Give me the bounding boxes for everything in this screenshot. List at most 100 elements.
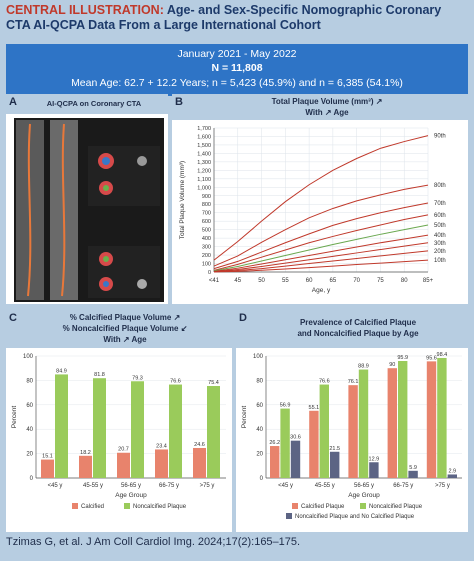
bar: [447, 474, 457, 478]
x-axis-title: Age Group: [115, 492, 147, 499]
banner-n: N = 11,808: [211, 62, 263, 74]
legend-label: Noncalcified Plaque: [133, 504, 187, 510]
legend-swatch: [360, 503, 366, 509]
x-tick-label: <45 y: [278, 483, 293, 489]
legend-label: Noncalcified Plaque and No Calcified Pla…: [295, 514, 415, 520]
data-label: 75.4: [208, 380, 219, 386]
x-tick-label: 45: [234, 278, 241, 284]
series-line-50th: [213, 224, 429, 272]
panel-a: A AI-QCPA on Coronary CTA: [6, 94, 168, 304]
panel-b-title-1: Total Plaque Volume (mm³) ↗: [271, 97, 383, 106]
series-line-20th: [213, 250, 429, 273]
data-label: 95.6: [426, 355, 437, 361]
ct-images: [14, 118, 164, 302]
series-label: 40th: [434, 233, 446, 239]
x-tick-label: 56-65 y: [121, 483, 141, 489]
bar: [117, 452, 130, 478]
y-tick-label: 800: [202, 202, 211, 208]
y-tick-label: 900: [202, 194, 211, 200]
bar: [398, 361, 408, 478]
series-label: 50th: [434, 223, 446, 229]
bar: [155, 449, 168, 478]
panel-c-label: C: [9, 312, 17, 324]
data-label: 84.9: [56, 368, 67, 374]
data-label: 26.2: [269, 440, 280, 446]
prevalence-chart: 0 20 40 60 80 100 26.2 56.9 30.6 <45 y 55.1 76.6 21.…: [241, 352, 462, 520]
data-label: 20.7: [118, 447, 129, 453]
x-tick-label: >75 y: [435, 483, 450, 489]
series-label: 70th: [434, 201, 446, 207]
legend-swatch: [292, 503, 298, 509]
bar: [290, 440, 301, 478]
data-label: 81.8: [94, 372, 105, 378]
y-tick-label: 1,600: [197, 134, 211, 140]
bar: [93, 378, 106, 478]
data-label: 15.1: [42, 454, 53, 460]
bar: [41, 459, 54, 478]
bar: [348, 385, 358, 478]
header-title-line2: CTA AI-QCPA Data From a Large Internatio…: [6, 18, 321, 32]
series-label: 30th: [434, 241, 446, 247]
legend-label: Calcified Plaque: [301, 504, 345, 510]
data-label: 12.9: [369, 456, 380, 462]
x-tick-label: 66-75 y: [393, 483, 413, 489]
data-label: 98.4: [437, 352, 448, 358]
data-label: 2.9: [448, 468, 456, 474]
panel-c-title-2: % Noncalcified Plaque Volume ↙: [62, 324, 188, 333]
y-tick-label: 1,100: [197, 177, 211, 183]
y-tick-label: 500: [202, 228, 211, 234]
bar: [270, 446, 280, 478]
y-tick-label: 1,000: [197, 185, 211, 191]
y-tick-label: 0: [260, 476, 264, 482]
bar: [55, 374, 68, 478]
y-tick-label: 100: [253, 354, 264, 360]
panel-d-title-2: and Noncalcified Plaque by Age: [297, 329, 419, 338]
bar: [319, 384, 329, 478]
x-tick-label: 70: [353, 278, 360, 284]
data-label: 24.6: [194, 442, 205, 448]
y-tick-label: 40: [26, 427, 33, 433]
legend-swatch: [286, 513, 292, 519]
y-tick-label: 700: [202, 211, 211, 217]
series-line-40th: [213, 234, 429, 272]
series-label: 20th: [434, 249, 446, 255]
y-tick-label: 200: [202, 253, 211, 259]
y-tick-label: 1,500: [197, 143, 211, 149]
bar: [387, 368, 397, 478]
legend-swatch: [72, 503, 78, 509]
data-label: 23.4: [156, 443, 167, 449]
data-label: 76.1: [348, 379, 359, 385]
panel-d-title-1: Prevalence of Calcified Plaque: [299, 318, 417, 327]
data-label: 18.2: [80, 450, 91, 456]
y-tick-label: 100: [202, 262, 211, 268]
y-tick-label: 600: [202, 219, 211, 225]
series-line-90th: [213, 135, 429, 261]
series-line-10th: [213, 259, 429, 273]
bar: [131, 381, 144, 478]
y-tick-label: 80: [256, 378, 263, 384]
banner-dates: January 2021 - May 2022: [177, 48, 297, 60]
data-label: 55.1: [309, 405, 320, 411]
data-label: 95.9: [397, 355, 408, 361]
y-axis-title: Total Plaque Volume (mm³): [179, 161, 186, 239]
panel-b-title-2: With ↗ Age: [305, 108, 349, 117]
data-label: 88.9: [358, 364, 369, 370]
header-title-line1: Age- and Sex-Specific Nomographic Corona…: [166, 3, 442, 17]
series-label: 80th: [434, 183, 446, 189]
bar: [169, 384, 182, 478]
series-line-70th: [213, 202, 429, 270]
legend-label: Calcified: [81, 504, 104, 510]
x-tick-label: 45-55 y: [315, 483, 335, 489]
y-axis-title: Percent: [11, 406, 18, 429]
x-tick-label: 66-75 y: [159, 483, 179, 489]
y-tick-label: 100: [23, 354, 34, 360]
bar: [309, 410, 319, 478]
series-line-80th: [213, 184, 429, 267]
bar: [193, 447, 206, 478]
data-label: 5.9: [409, 465, 417, 471]
data-label: 76.6: [170, 379, 181, 385]
series-label: 10th: [434, 258, 446, 264]
panel-c-title-3: With ↗ Age: [103, 335, 147, 344]
banner-stats: Mean Age: 62.7 + 12.2 Years; n = 5,423 (…: [71, 77, 403, 89]
x-tick-label: 55: [282, 278, 289, 284]
